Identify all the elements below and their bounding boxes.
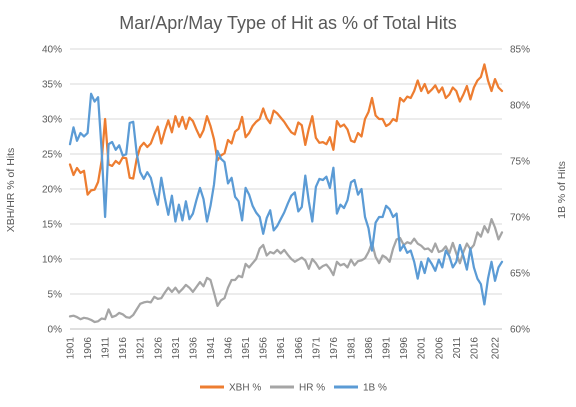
- y-tick-label-left: 10%: [42, 255, 62, 266]
- x-tick-label: 1956: [259, 337, 270, 360]
- x-tick-label: 1911: [101, 337, 112, 359]
- y-tick-label-left: 30%: [42, 115, 62, 126]
- x-tick-label: 1951: [241, 337, 252, 360]
- x-tick-label: 1966: [294, 337, 305, 360]
- x-tick-label: 1996: [399, 337, 410, 360]
- x-tick-label: 1961: [276, 337, 287, 360]
- y-tick-label-left: 25%: [42, 150, 62, 161]
- x-tick-label: 2001: [417, 337, 428, 360]
- legend-label: 1B %: [363, 383, 387, 394]
- y-tick-label-right: 65%: [510, 269, 530, 280]
- x-tick-label: 2022: [490, 337, 501, 360]
- y-tick-label-left: 0%: [48, 325, 63, 336]
- y-tick-label-right: 60%: [510, 325, 530, 336]
- x-tick-label: 2006: [434, 337, 445, 360]
- tick-labels: 0% 5% 10% 15% 20% 25% 30% 35% 40% 60% 65% 70% 75% 80%…: [42, 45, 530, 360]
- y-tick-label-right: 75%: [510, 157, 530, 168]
- x-tick-label: 1926: [153, 337, 164, 360]
- x-tick-label: 2016: [469, 337, 480, 360]
- y-tick-label-left: 5%: [48, 290, 63, 301]
- y-tick-label-right: 85%: [510, 45, 530, 56]
- x-tick-label: 1991: [382, 337, 393, 360]
- x-tick-label: 1976: [329, 337, 340, 360]
- legend-label: XBH %: [229, 383, 261, 394]
- chart-title: Mar/Apr/May Type of Hit as % of Total Hi…: [119, 13, 456, 33]
- y-tick-label-right: 80%: [510, 101, 530, 112]
- y-tick-label-right: 70%: [510, 213, 530, 224]
- x-tick-label: 1986: [364, 337, 375, 360]
- y-tick-label-left: 15%: [42, 220, 62, 231]
- x-tick-label: 1946: [224, 337, 235, 360]
- x-tick-label: 1931: [171, 337, 182, 360]
- series-lines: [68, 63, 504, 324]
- x-tick-label: 1921: [136, 337, 147, 360]
- x-tick-label: 1906: [83, 337, 94, 360]
- legend-label: HR %: [299, 383, 325, 394]
- x-tick-label: 1936: [188, 337, 199, 360]
- x-tick-label: 1981: [346, 337, 357, 360]
- x-tick-label: 1971: [311, 337, 322, 360]
- x-tick-label: 2011: [452, 337, 463, 359]
- grid-lines: [70, 48, 502, 330]
- x-tick-label: 1941: [206, 337, 217, 360]
- y-axis-title-left: XBH/HR % of Hits: [5, 148, 17, 233]
- y-tick-label-left: 20%: [42, 185, 62, 196]
- y-tick-label-left: 35%: [42, 80, 62, 91]
- x-tick-label: 1916: [118, 337, 129, 360]
- series-line-1b: [68, 92, 504, 306]
- legend: XBH % HR % 1B %: [200, 383, 387, 394]
- series-line-xbh: [68, 63, 504, 196]
- series-line-hr: [68, 217, 504, 324]
- y-tick-label-left: 40%: [42, 45, 62, 56]
- x-tick-label: 1901: [66, 337, 77, 360]
- y-axis-title-right: 1B % of Hits: [556, 161, 568, 219]
